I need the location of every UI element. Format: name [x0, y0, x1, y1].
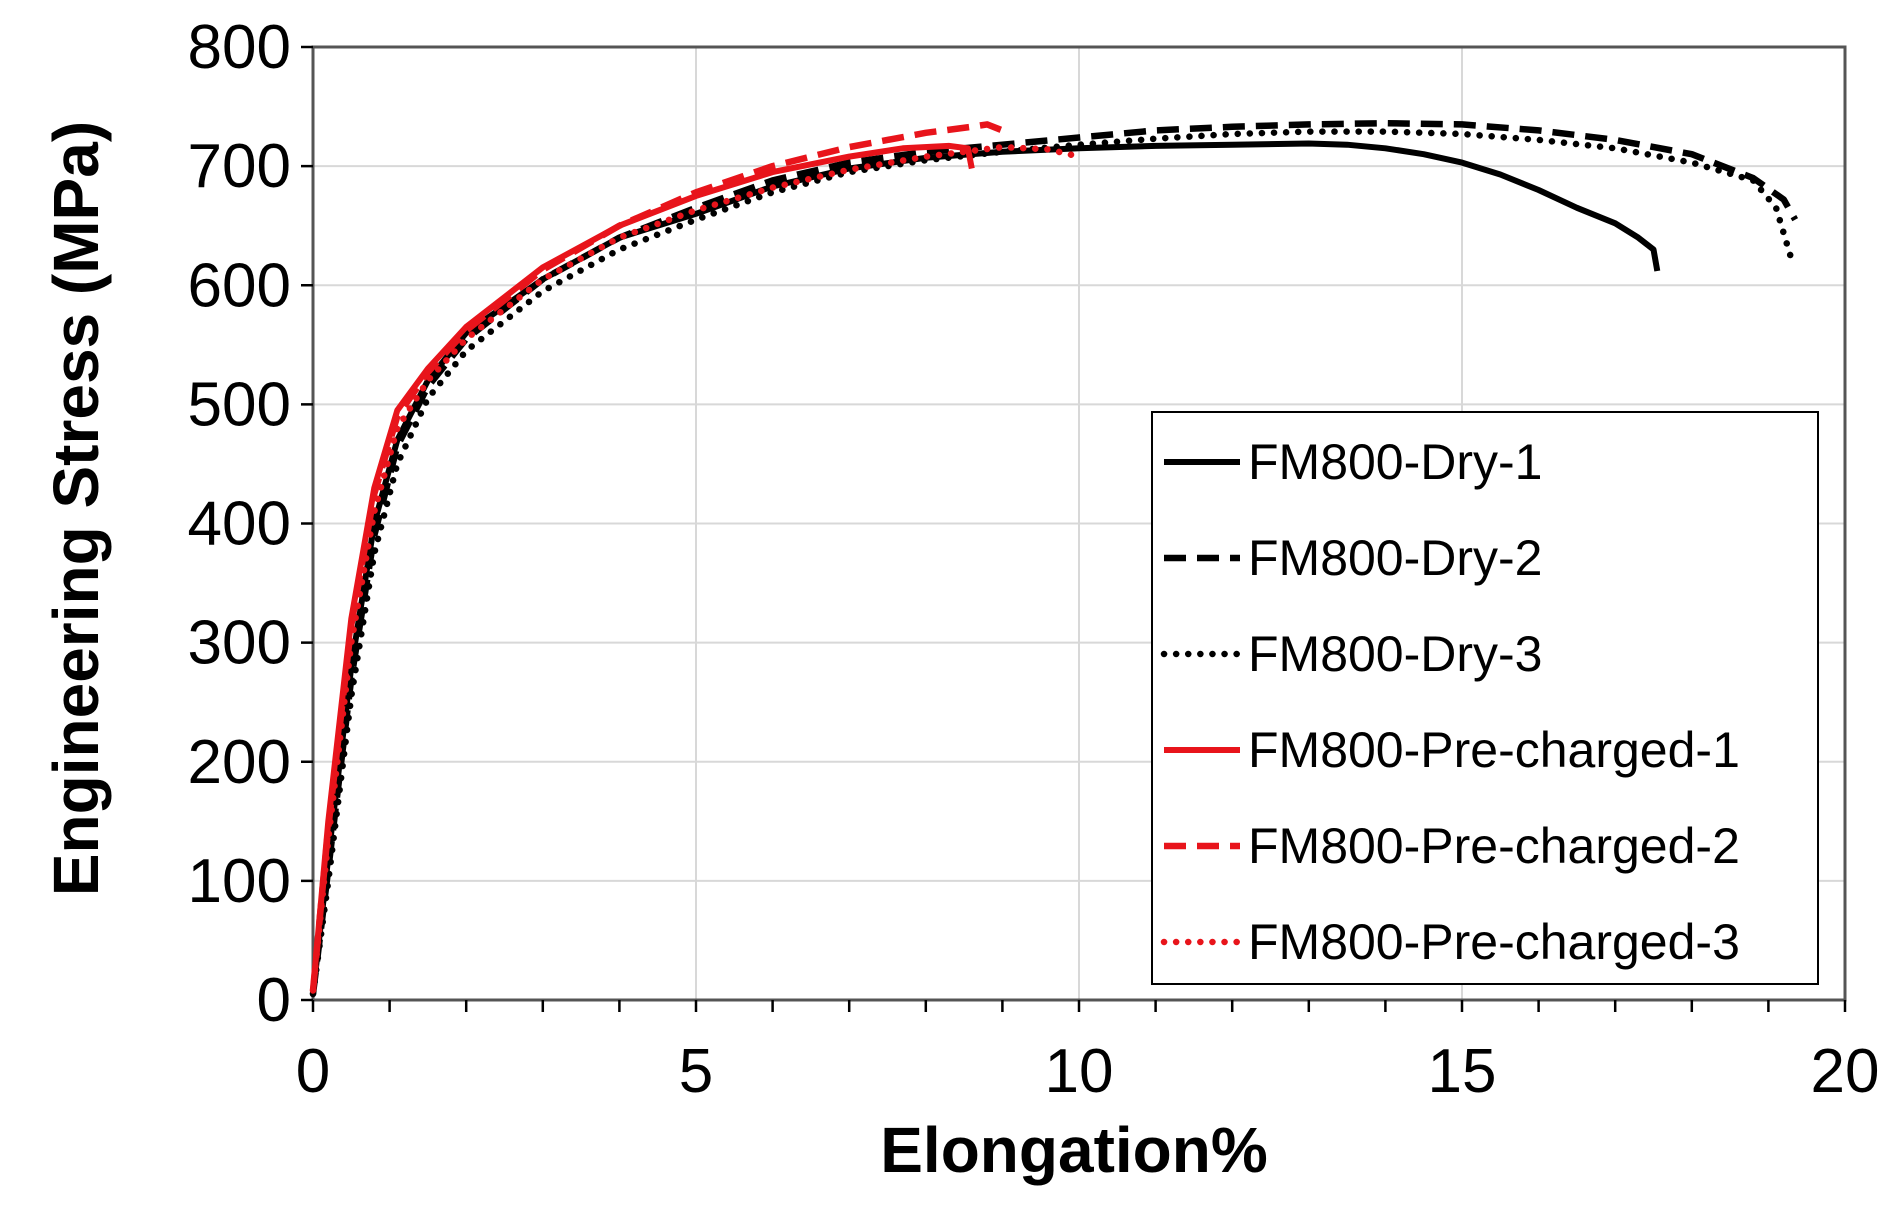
legend-label: FM800-Pre-charged-2	[1248, 818, 1740, 874]
y-tick-label: 400	[188, 490, 291, 559]
y-tick-label: 500	[188, 370, 291, 439]
legend-box	[1151, 411, 1819, 985]
series-fm800-pre-charged-3-line	[309, 143, 1083, 994]
legend-label: FM800-Dry-1	[1248, 434, 1542, 490]
x-tick-label: 20	[1811, 1037, 1880, 1106]
x-tick-label: 15	[1428, 1037, 1497, 1106]
legend-label: FM800-Dry-2	[1248, 530, 1542, 586]
x-tick-label: 5	[679, 1037, 713, 1106]
y-tick-label: 300	[188, 609, 291, 678]
y-axis-title: Engineering Stress (MPa)	[40, 121, 112, 896]
y-tick-label: 700	[188, 132, 291, 201]
legend-label: FM800-Pre-charged-1	[1248, 722, 1740, 778]
y-tick-label: 200	[188, 728, 291, 797]
x-axis-title: Elongation%	[880, 1114, 1268, 1186]
legend-label: FM800-Pre-charged-3	[1248, 914, 1740, 970]
series-fm800-pre-charged-2-line	[309, 121, 1004, 991]
series-lines	[309, 119, 1799, 998]
series-fm800-dry-3-line	[309, 128, 1795, 998]
y-tick-label: 800	[188, 13, 291, 82]
y-tick-label: 600	[188, 251, 291, 320]
legend-label: FM800-Dry-3	[1248, 626, 1542, 682]
y-tick-label: 100	[188, 847, 291, 916]
y-tick-label: 0	[257, 966, 291, 1035]
legend: FM800-Dry-1 FM800-Dry-2 FM800-Dry-3 FM800-P…	[1151, 411, 1819, 985]
x-tick-label: 0	[296, 1037, 330, 1106]
x-tick-label: 10	[1045, 1037, 1114, 1106]
